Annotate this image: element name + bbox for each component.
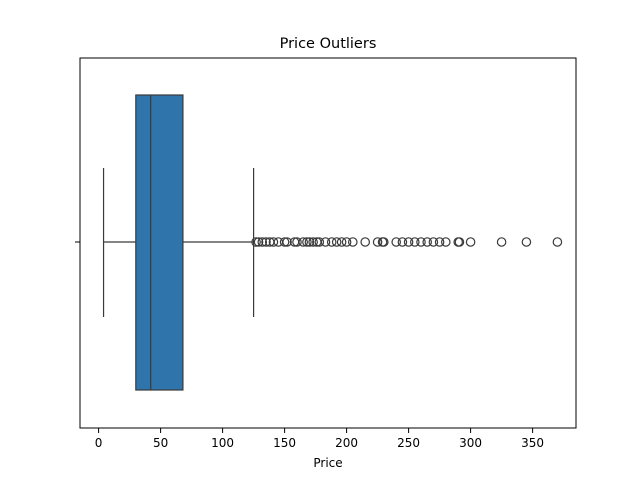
outlier-point [308,237,318,247]
outlier-point [314,237,325,247]
outlier-point [552,237,563,247]
outlier-point [454,237,465,247]
outlier-point [403,237,414,247]
outlier-point [298,237,308,247]
outlier-point [331,237,342,247]
outlier-point [397,237,408,247]
x-tick-label: 150 [273,436,296,450]
outlier-point [465,237,476,247]
plot-frame [79,57,577,429]
outlier-point [304,237,315,247]
outlier-point [279,237,290,247]
chart-title: Price Outliers [280,36,377,52]
x-tick-label: 350 [521,436,544,450]
outlier-point [261,237,271,247]
outlier-point [422,237,432,247]
outlier-point [496,237,507,247]
outlier-point [253,237,264,247]
x-tick-label: 300 [459,436,482,450]
outlier-point [416,237,426,247]
outlier-point [409,237,420,247]
outlier-point [341,237,352,247]
x-tick-label: 200 [335,436,358,450]
outlier-point [326,237,337,247]
outlier-point [292,237,302,247]
outlier-point [360,237,370,247]
outlier-point [282,237,292,247]
x-tick-label: 50 [153,436,168,450]
outlier-point [428,237,439,247]
box-layer [102,94,255,391]
outlier-point [434,237,445,247]
outlier-point [521,237,532,247]
outlier-point [391,237,401,247]
x-axis-label: Price [313,456,342,470]
outlier-point [347,237,358,247]
outlier-point [336,237,347,247]
x-tick-label: 100 [211,436,234,450]
outlier-point [378,237,389,247]
outlier-point [440,237,451,247]
outlier-point [302,237,312,247]
outlier-layer [251,237,563,247]
outlier-point [320,237,331,247]
x-tick-label: 250 [397,436,420,450]
outlier-point [268,237,279,247]
outlier-point [372,237,383,247]
outlier-point [257,237,268,247]
interquartile-box [135,94,184,391]
x-tick-layer: 0 50 100 150 200 250 300 350 [95,428,544,450]
outlier-point [251,237,261,247]
x-tick-label: 0 [95,436,103,450]
